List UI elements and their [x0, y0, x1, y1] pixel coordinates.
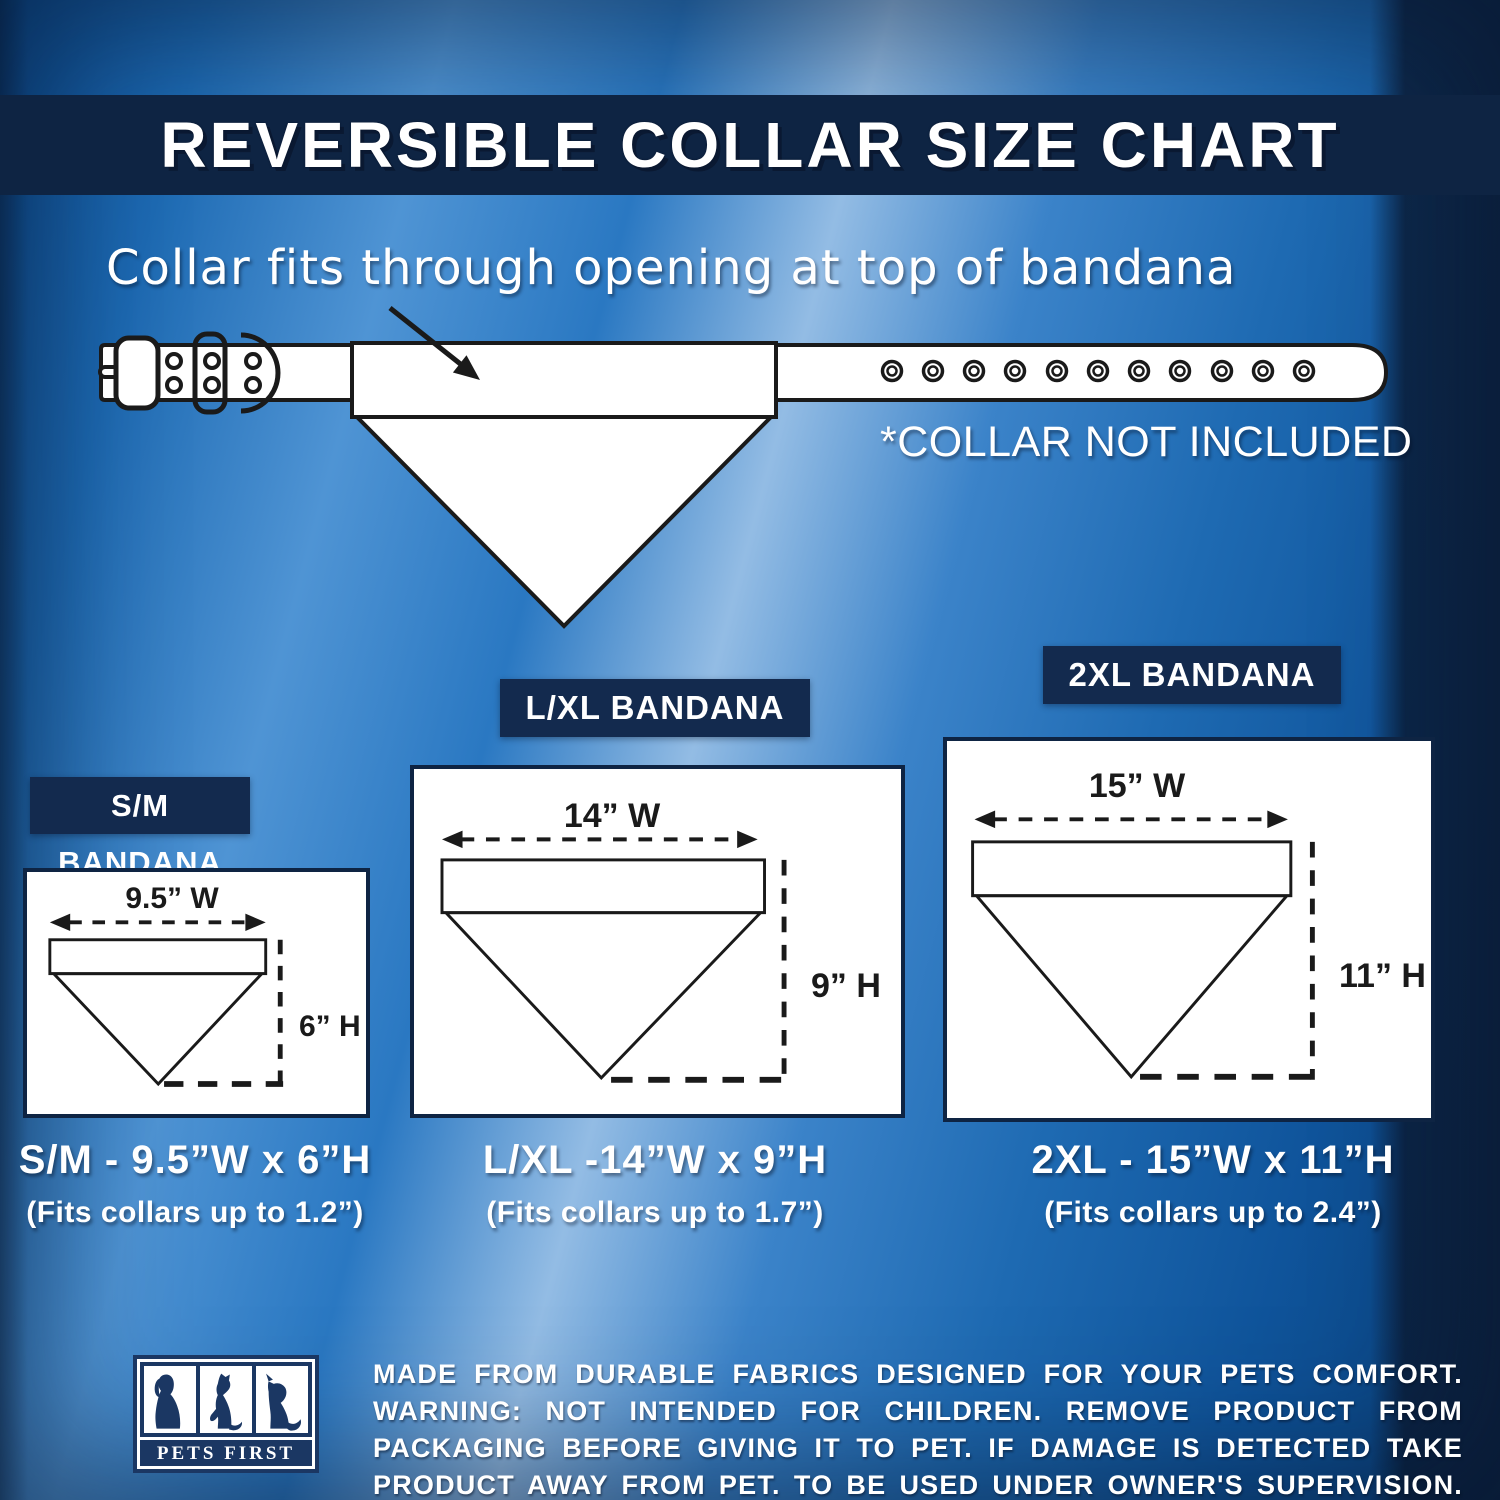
- size-box-sm: 9.5” W 6” H: [23, 868, 370, 1118]
- bandana-shape: [350, 341, 778, 629]
- size-box-2xl: 15” W 11” H: [943, 737, 1435, 1122]
- collar-buckle: [98, 331, 281, 415]
- size-diagram-sm: [48, 913, 284, 1087]
- size-label-lxl: L/XL BANDANA: [500, 679, 810, 737]
- size-line-lxl: L/XL -14”W x 9”H: [482, 1138, 828, 1182]
- fits-line-2xl: (Fits collars up to 2.4”): [1044, 1196, 1382, 1229]
- fits-line-sm: (Fits collars up to 1.2”): [26, 1196, 364, 1229]
- size-row-sm: S/M - 9.5”W x 6”H (Fits collars up to 1.…: [5, 1138, 385, 1230]
- size-label-lxl-text: L/XL BANDANA: [525, 689, 785, 726]
- size-diagram-2xl: [971, 810, 1316, 1080]
- height-label-2xl: 11” H: [1339, 957, 1426, 995]
- size-label-2xl: 2XL BANDANA: [1043, 646, 1341, 704]
- size-line-sm: S/M - 9.5”W x 6”H: [18, 1138, 372, 1182]
- size-label-sm: S/M BANDANA: [30, 777, 250, 880]
- collar-caption: Collar fits through opening at top of ba…: [106, 240, 1237, 296]
- fits-line-lxl: (Fits collars up to 1.7”): [486, 1196, 824, 1229]
- warning-line-3: PACKAGING BEFORE GIVING IT TO PET. IF DA…: [373, 1433, 1463, 1463]
- page-title: REVERSIBLE COLLAR SIZE CHART: [160, 109, 1340, 181]
- width-label-lxl: 14” W: [563, 797, 661, 835]
- height-label-lxl: 9” H: [811, 967, 881, 1005]
- logo-frame: PETS FIRST: [137, 1359, 315, 1469]
- warning-text: MADE FROM DURABLE FABRICS DESIGNED FOR Y…: [373, 1356, 1463, 1500]
- size-row-lxl: L/XL -14”W x 9”H (Fits collars up to 1.7…: [465, 1138, 845, 1230]
- collar-illustration: [98, 306, 1389, 629]
- size-diagram-lxl: [440, 830, 787, 1083]
- pets-first-logo: PETS FIRST: [133, 1355, 319, 1473]
- warning-line-2: WARNING: NOT INTENDED FOR CHILDREN. REMO…: [373, 1396, 1463, 1426]
- warning-line-4: PRODUCT AWAY FROM PET. TO BE USED UNDER …: [373, 1470, 1463, 1500]
- sitting-dog-icon: [154, 1374, 180, 1430]
- shepherd-dog-icon: [265, 1373, 301, 1432]
- not-included-note: *COLLAR NOT INCLUDED: [880, 418, 1413, 466]
- logo-panel-3: [256, 1366, 308, 1434]
- begging-dog-icon: [209, 1373, 242, 1431]
- size-box-lxl: 14” W 9” H: [410, 765, 905, 1118]
- warning-line-1: MADE FROM DURABLE FABRICS DESIGNED FOR Y…: [373, 1359, 1463, 1389]
- height-label-sm: 6” H: [299, 1010, 361, 1043]
- title-band: REVERSIBLE COLLAR SIZE CHART: [0, 95, 1500, 195]
- size-line-2xl: 2XL - 15”W x 11”H: [1031, 1138, 1395, 1182]
- logo-panel-2: [200, 1366, 252, 1434]
- collar-eyelets: [880, 359, 1316, 383]
- logo-panels: [140, 1362, 312, 1437]
- pointer-arrow-icon: [388, 306, 480, 380]
- logo-text: PETS FIRST: [140, 1437, 312, 1470]
- size-label-2xl-text: 2XL BANDANA: [1068, 656, 1316, 693]
- width-label-2xl: 15” W: [1088, 767, 1186, 805]
- logo-panel-1: [144, 1366, 196, 1434]
- size-row-2xl: 2XL - 15”W x 11”H (Fits collars up to 2.…: [1023, 1138, 1403, 1230]
- width-label-sm: 9.5” W: [125, 882, 219, 915]
